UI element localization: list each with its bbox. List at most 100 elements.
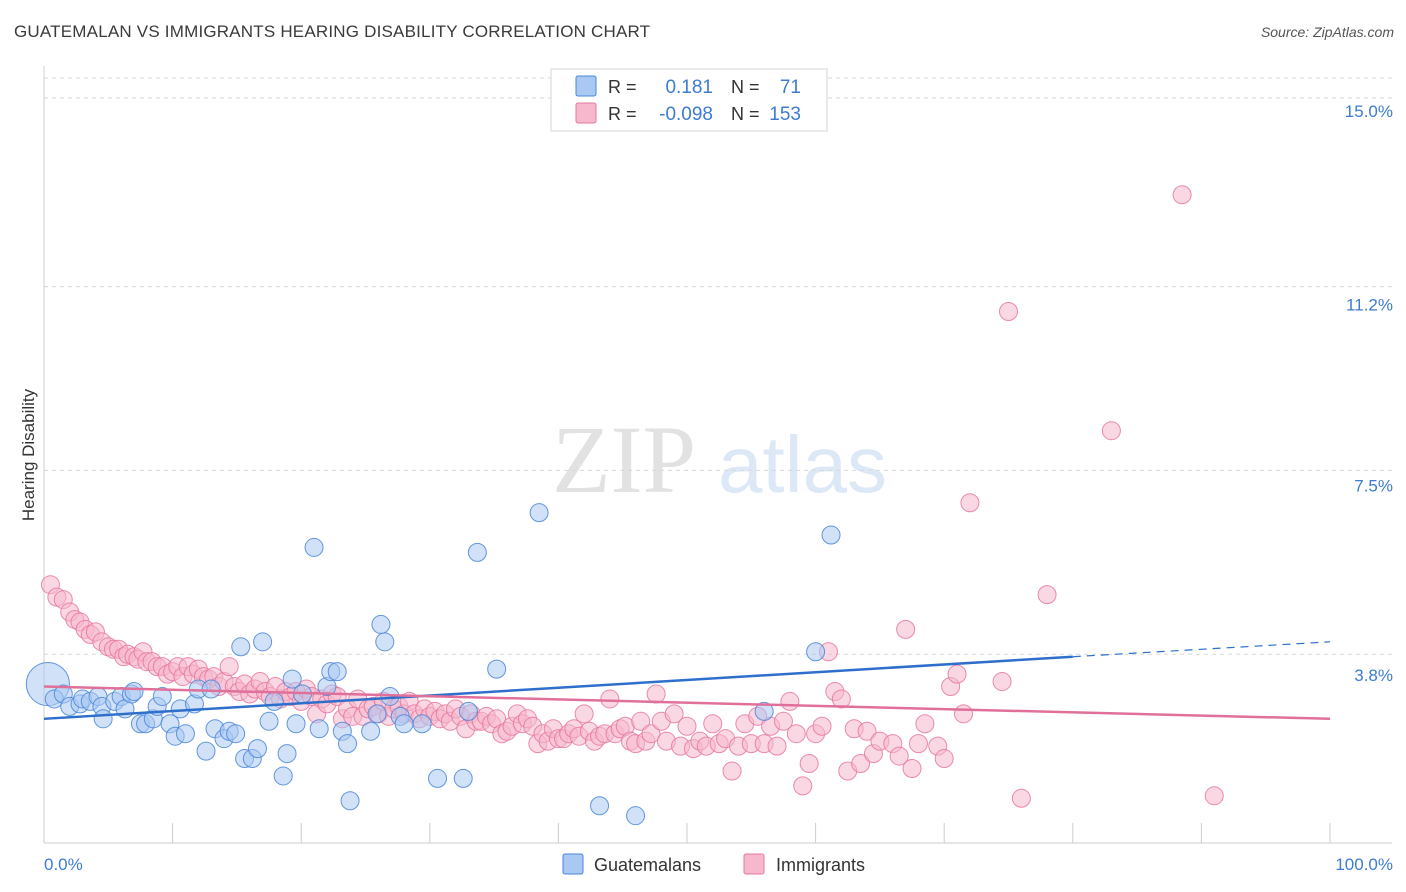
guatemalans-points bbox=[25, 503, 841, 826]
source-label: Source: ZipAtlas.com bbox=[1260, 24, 1394, 40]
guatemalan-point bbox=[264, 691, 284, 711]
legend: R = 0.181 N = 71 R = -0.098 N = 153 bbox=[550, 68, 828, 132]
immigrants-trend-line bbox=[43, 685, 1331, 721]
immigrant-point bbox=[960, 493, 980, 513]
immigrant-point bbox=[851, 754, 871, 774]
guatemalan-point bbox=[367, 704, 387, 724]
watermark-atlas: atlas bbox=[718, 420, 887, 509]
axes bbox=[43, 66, 1392, 844]
guatemalan-point bbox=[375, 632, 395, 652]
legend-r-value: -0.098 bbox=[659, 104, 713, 125]
guatemalan-point bbox=[201, 679, 221, 699]
immigrant-point bbox=[1011, 788, 1031, 808]
guatemalan-point bbox=[371, 614, 391, 634]
immigrant-point bbox=[664, 704, 684, 724]
immigrant-point bbox=[889, 746, 909, 766]
immigrant-point bbox=[992, 672, 1012, 692]
chart-title: GUATEMALAN VS IMMIGRANTS HEARING DISABIL… bbox=[14, 22, 651, 41]
immigrant-point bbox=[722, 761, 742, 781]
immigrant-point bbox=[703, 714, 723, 734]
guatemalan-point bbox=[253, 632, 273, 652]
guatemalan-point bbox=[259, 711, 279, 731]
legend-r-value: 0.181 bbox=[665, 77, 713, 98]
immigrant-point bbox=[773, 711, 793, 731]
immigrant-point bbox=[934, 749, 954, 769]
immigrant-point bbox=[600, 689, 620, 709]
legend-n-value: 71 bbox=[780, 77, 801, 98]
guatemalan-point bbox=[196, 741, 216, 761]
guatemalan-point bbox=[226, 724, 246, 744]
legend-swatch-pink bbox=[575, 102, 597, 124]
immigrant-point bbox=[831, 689, 851, 709]
guatemalan-point bbox=[340, 791, 360, 811]
guatemalan-point bbox=[467, 542, 487, 562]
immigrant-point bbox=[799, 754, 819, 774]
x-tick-label: 100.0% bbox=[1335, 855, 1393, 874]
guatemalan-point bbox=[304, 537, 324, 557]
guatemalan-point bbox=[286, 714, 306, 734]
immigrant-point bbox=[574, 704, 594, 724]
guatemalan-point bbox=[458, 701, 478, 721]
legend-r-label: R = bbox=[608, 77, 637, 97]
watermark: ZIP atlas bbox=[552, 406, 887, 513]
immigrant-point bbox=[999, 301, 1018, 321]
guatemalan-point bbox=[231, 637, 251, 657]
immigrant-point bbox=[812, 716, 832, 736]
immigrant-point bbox=[767, 736, 787, 756]
immigrant-point bbox=[1101, 421, 1121, 441]
immigrant-point bbox=[1172, 185, 1192, 205]
guatemalan-point bbox=[337, 734, 357, 754]
bottom-legend-swatch-blue bbox=[562, 853, 584, 875]
immigrant-point bbox=[641, 724, 661, 744]
trend-lines bbox=[43, 641, 1331, 721]
guatemalan-point bbox=[327, 662, 347, 682]
guatemalan-point bbox=[428, 768, 448, 788]
immigrant-point bbox=[947, 664, 967, 684]
immigrant-point bbox=[902, 758, 922, 778]
immigrant-point bbox=[780, 691, 800, 711]
x-tick-label: 0.0% bbox=[44, 855, 83, 874]
guatemalan-point bbox=[282, 669, 302, 689]
guatemalan-point bbox=[309, 719, 329, 739]
immigrant-point bbox=[915, 714, 935, 734]
guatemalan-point bbox=[453, 768, 473, 788]
legend-n-label: N = bbox=[731, 104, 760, 124]
guatemalan-point bbox=[277, 744, 297, 764]
guatemalan-point bbox=[754, 701, 774, 721]
bottom-legend-label: Immigrants bbox=[776, 855, 865, 875]
guatemalan-point bbox=[487, 659, 507, 679]
y-tick-label: 15.0% bbox=[1345, 102, 1393, 121]
immigrant-point bbox=[953, 704, 973, 724]
y-tick-label: 7.5% bbox=[1354, 476, 1393, 495]
guatemalan-point bbox=[152, 686, 172, 706]
legend-box bbox=[550, 68, 828, 132]
legend-n-label: N = bbox=[731, 77, 760, 97]
immigrant-point bbox=[1204, 786, 1224, 806]
immigrant-point bbox=[908, 734, 928, 754]
guatemalan-point bbox=[806, 642, 826, 662]
immigrant-point bbox=[786, 724, 806, 744]
immigrant-point bbox=[646, 684, 666, 704]
immigrant-point bbox=[631, 711, 651, 731]
guatemalan-point bbox=[529, 503, 549, 523]
watermark-zip: ZIP bbox=[552, 406, 696, 513]
legend-n-value: 153 bbox=[769, 104, 801, 125]
immigrant-point bbox=[896, 619, 916, 639]
guatemalan-point bbox=[93, 709, 113, 729]
immigrant-point bbox=[219, 657, 239, 677]
tick-labels: 3.8% 7.5% 11.2% 15.0% 0.0% 100.0% bbox=[44, 102, 1393, 874]
immigrant-point bbox=[1037, 585, 1057, 605]
immigrant-point bbox=[677, 716, 697, 736]
y-tick-label: 3.8% bbox=[1354, 666, 1393, 685]
guatemalan-point bbox=[124, 681, 144, 701]
guatemalans-trend-extension bbox=[1072, 641, 1331, 658]
guatemalan-point bbox=[394, 714, 414, 734]
legend-r-label: R = bbox=[608, 104, 637, 124]
y-axis-label: Hearing Disability bbox=[19, 388, 38, 521]
gridlines bbox=[44, 77, 1392, 655]
guatemalans-trend-line bbox=[43, 655, 1073, 721]
guatemalan-point bbox=[175, 724, 195, 744]
y-tick-label: 11.2% bbox=[1346, 296, 1393, 315]
immigrant-point bbox=[857, 721, 877, 741]
